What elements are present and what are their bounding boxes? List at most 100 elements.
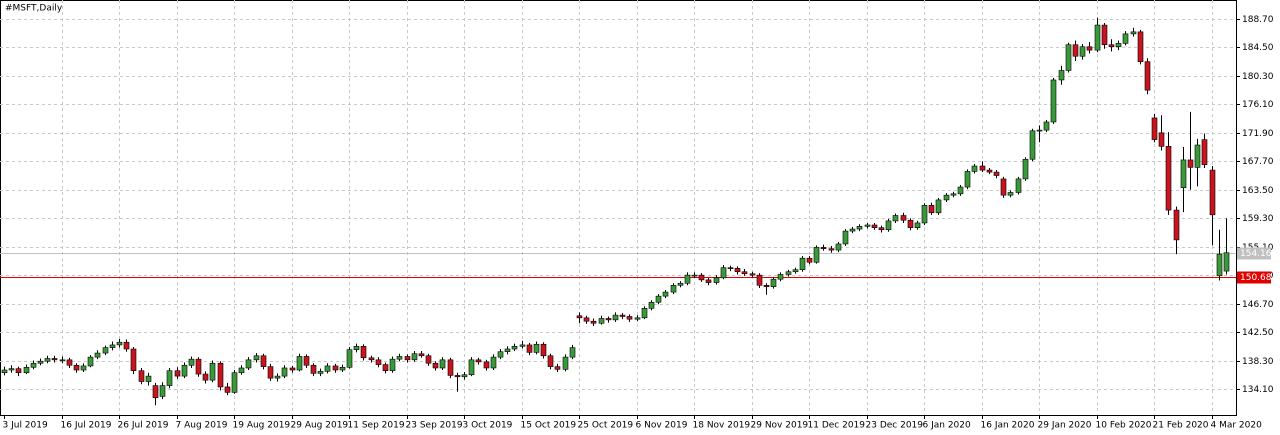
candle-body xyxy=(590,320,597,324)
candle-body xyxy=(475,359,482,363)
candle-body xyxy=(885,220,892,231)
candle-body xyxy=(598,318,605,324)
candle-body xyxy=(324,365,331,372)
candle-body xyxy=(626,316,633,320)
candle-body xyxy=(1108,44,1115,48)
candle-body xyxy=(792,269,799,273)
candle-body xyxy=(1223,252,1230,272)
candle-body xyxy=(159,385,166,397)
candle-body xyxy=(152,385,159,399)
candle-body xyxy=(490,356,497,369)
candle-body xyxy=(562,356,569,370)
x-tick-label: 29 Jan 2020 xyxy=(1038,421,1092,431)
candle-body xyxy=(734,268,741,273)
x-tick-label: 16 Jan 2020 xyxy=(981,421,1035,431)
candle-body xyxy=(310,364,317,374)
candle-body xyxy=(1209,169,1216,216)
candle-body xyxy=(253,355,260,361)
x-tick-label: 15 Oct 2019 xyxy=(521,421,577,431)
candle-body xyxy=(1029,130,1036,160)
candle-body xyxy=(871,224,878,228)
candle-body xyxy=(174,370,181,377)
candle-body xyxy=(950,193,957,196)
candle-body xyxy=(8,368,15,371)
candle-body xyxy=(303,356,310,366)
candle-body xyxy=(181,364,188,377)
candle-body xyxy=(684,274,691,284)
candle-body xyxy=(1079,46,1086,57)
candle-body xyxy=(1216,253,1223,277)
candle-body xyxy=(957,186,964,195)
candle-body xyxy=(813,247,820,263)
candle-body xyxy=(1194,144,1201,168)
candle-body xyxy=(238,367,245,374)
chart-title: #MSFT,Daily xyxy=(5,4,63,14)
candle-body xyxy=(979,165,986,171)
price-label: 154.16 xyxy=(1240,249,1272,259)
candle-body xyxy=(878,227,885,231)
candle-body xyxy=(217,362,224,388)
candle-body xyxy=(799,257,806,271)
candle-body xyxy=(1072,44,1079,57)
candle-body xyxy=(382,364,389,371)
x-tick-label: 29 Nov 2019 xyxy=(751,421,809,431)
candle-body xyxy=(741,271,748,275)
candle-body xyxy=(396,356,403,360)
price-label-box xyxy=(1237,247,1271,260)
candle-body xyxy=(605,318,612,321)
candle-body xyxy=(648,301,655,309)
candle-body xyxy=(116,341,123,346)
candle-body xyxy=(166,370,173,386)
candle-body xyxy=(66,359,73,366)
x-tick-label: 25 Oct 2019 xyxy=(578,421,634,431)
candle-body xyxy=(634,317,641,320)
candle-body xyxy=(691,274,698,277)
candle-body xyxy=(547,355,554,367)
candle-body xyxy=(1101,24,1108,46)
candle-body xyxy=(432,362,439,369)
candle-body xyxy=(202,373,209,381)
candle-body xyxy=(346,349,353,368)
candle-body xyxy=(554,366,561,370)
y-tick-label: 134.10 xyxy=(1242,385,1274,395)
candle-body xyxy=(231,372,238,393)
x-tick-label: 3 Jul 2019 xyxy=(3,421,48,431)
candle-body xyxy=(993,171,1000,176)
y-tick-label: 163.50 xyxy=(1242,186,1274,196)
price-label: 150.68 xyxy=(1240,273,1272,283)
candle-body xyxy=(289,367,296,371)
x-tick-label: 26 Jul 2019 xyxy=(118,421,169,431)
candle-body xyxy=(612,314,619,321)
candle-body xyxy=(1000,178,1007,196)
x-tick-label: 21 Feb 2020 xyxy=(1153,421,1209,431)
candle-body xyxy=(705,279,712,283)
candle-body xyxy=(23,366,30,374)
x-tick-label: 11 Sep 2019 xyxy=(348,421,405,431)
candle-body xyxy=(404,356,411,361)
candle-body xyxy=(576,315,583,319)
y-tick-label: 184.50 xyxy=(1242,43,1274,53)
candle-body xyxy=(260,355,267,367)
candle-body xyxy=(806,257,813,263)
candle-body xyxy=(281,367,288,377)
candle-body xyxy=(59,359,66,362)
candle-body xyxy=(44,358,51,362)
candle-body xyxy=(504,348,511,353)
candle-body xyxy=(353,345,360,350)
candle-body xyxy=(274,375,281,379)
candle-body xyxy=(1043,121,1050,131)
candle-body xyxy=(15,368,22,374)
candle-body xyxy=(540,343,547,357)
candle-body xyxy=(1065,44,1072,71)
candle-body xyxy=(1151,117,1158,140)
candle-body xyxy=(849,228,856,232)
candle-body xyxy=(698,274,705,281)
x-tick-label: 10 Feb 2020 xyxy=(1096,421,1152,431)
candle-body xyxy=(296,356,303,371)
candle-body xyxy=(80,365,87,371)
candle-body xyxy=(511,345,518,350)
candle-body xyxy=(368,357,375,361)
candle-body xyxy=(468,359,475,376)
candle-body xyxy=(1,369,8,374)
candle-body xyxy=(533,343,540,353)
